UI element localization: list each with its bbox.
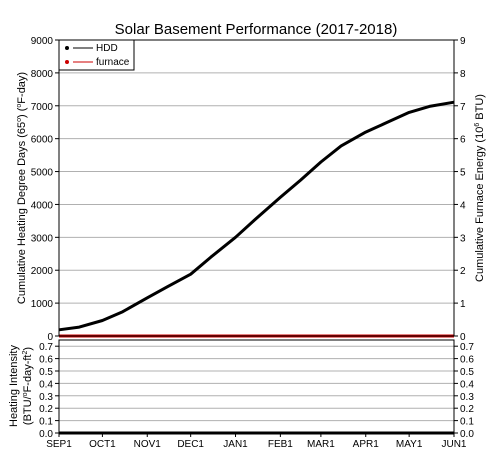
legend-furnace-marker — [65, 60, 69, 64]
bottom-right-tick-label: 0.3 — [460, 392, 474, 403]
x-tick-label: APR1 — [353, 439, 380, 450]
top-left-tick-label: 3000 — [31, 233, 54, 244]
bottom-left-tick-label: 0.3 — [39, 392, 53, 403]
bottom-right-tick-label: 0.2 — [460, 404, 474, 415]
x-tick-label: NOV1 — [134, 439, 162, 450]
bottom-right-tick-label: 0.6 — [460, 355, 474, 366]
chart-title: Solar Basement Performance (2017-2018) — [115, 21, 398, 38]
x-tick-label: DEC1 — [177, 439, 204, 450]
bottom-left-tick-label: 0.7 — [39, 342, 53, 353]
bottom-axis-label-line1: Heating Intensity — [8, 345, 20, 427]
top-left-tick-label: 5000 — [31, 168, 54, 179]
top-left-tick-label: 9000 — [31, 36, 54, 47]
top-left-tick-label: 2000 — [31, 266, 54, 277]
top-panel: 0 1000 2000 3000 4000 5000 6000 7000 8000 9000 0 1… — [16, 36, 486, 343]
top-right-tick-label: 6 — [460, 135, 466, 146]
bottom-right-tick-label: 0.1 — [460, 417, 474, 428]
top-right-tick-label: 8 — [460, 69, 466, 80]
bottom-left-tick-label: 0.0 — [39, 429, 53, 440]
x-axis-tick-labels: SEP1 OCT1 NOV1 DEC1 JAN1 FEB1 MAR1 APR1 MAY1 JUN1 — [46, 433, 467, 450]
x-tick-label: MAY1 — [396, 439, 423, 450]
bottom-left-tick-label: 0.4 — [39, 379, 53, 390]
top-right-tick-label: 5 — [460, 168, 466, 179]
top-right-tick-label: 4 — [460, 200, 466, 211]
bottom-axis-label-line2: (BTU/oF-day-ft2) — [22, 347, 34, 425]
top-right-tick-label: 2 — [460, 266, 466, 277]
bottom-plot-frame — [58, 339, 455, 434]
top-left-tick-label: 6000 — [31, 135, 54, 146]
top-right-tick-label: 9 — [460, 36, 466, 47]
legend-hdd-label: HDD — [96, 43, 118, 54]
top-right-tick-label: 7 — [460, 102, 466, 113]
legend: HDD furnace — [58, 39, 135, 71]
bottom-left-tick-label: 0.5 — [39, 367, 53, 378]
bottom-left-tick-label: 0.6 — [39, 355, 53, 366]
legend-box — [58, 39, 135, 71]
top-plot-frame — [58, 39, 455, 337]
bottom-left-tick-label: 0.1 — [39, 417, 53, 428]
top-left-tick-labels: 0 1000 2000 3000 4000 5000 6000 7000 8000 9000 — [31, 36, 54, 343]
x-tick-label: JAN1 — [223, 439, 248, 450]
top-series-lines — [58, 100, 455, 338]
top-left-tick-label: 7000 — [31, 102, 54, 113]
bottom-right-tick-label: 0.7 — [460, 342, 474, 353]
top-gridlines — [55, 39, 458, 337]
x-tick-label: OCT1 — [89, 439, 116, 450]
x-tick-label: FEB1 — [268, 439, 293, 450]
series-line-HDD — [58, 100, 455, 332]
legend-hdd-marker — [65, 46, 69, 50]
bottom-left-tick-labels: 0.00.1 0.20.3 0.40.50.6 0.7 — [39, 342, 53, 440]
bottom-right-tick-label: 0.0 — [460, 429, 474, 440]
x-tick-label: MAR1 — [307, 439, 335, 450]
x-tick-label: SEP1 — [46, 439, 72, 450]
top-right-tick-label: 1 — [460, 299, 466, 310]
top-left-tick-label: 1000 — [31, 299, 54, 310]
top-right-tick-labels: 0 1 2 3 4 5 6 7 8 9 — [460, 36, 466, 343]
bottom-right-tick-labels: 0.00.1 0.20.3 0.40.50.6 0.7 — [460, 342, 474, 440]
top-right-tick-label: 3 — [460, 233, 466, 244]
x-tick-label: JUN1 — [441, 439, 466, 450]
legend-furnace-label: furnace — [96, 57, 130, 68]
bottom-right-tick-label: 0.5 — [460, 367, 474, 378]
top-left-tick-label: 0 — [47, 332, 53, 343]
top-right-axis-label: Cumulative Furnace Energy (106 BTU) — [474, 94, 486, 282]
bottom-panel: 0.00.10.20.30.40.50.60.7 0.00.10.20.30.4… — [8, 339, 474, 440]
bottom-left-tick-label: 0.2 — [39, 404, 53, 415]
top-left-axis-label: Cumulative Heating Degree Days (65o) (oF… — [16, 72, 28, 304]
top-left-tick-label: 4000 — [31, 200, 54, 211]
bottom-right-tick-label: 0.4 — [460, 379, 474, 390]
bottom-gridlines — [55, 345, 458, 434]
top-right-tick-label: 0 — [460, 332, 466, 343]
top-left-tick-label: 8000 — [31, 69, 54, 80]
